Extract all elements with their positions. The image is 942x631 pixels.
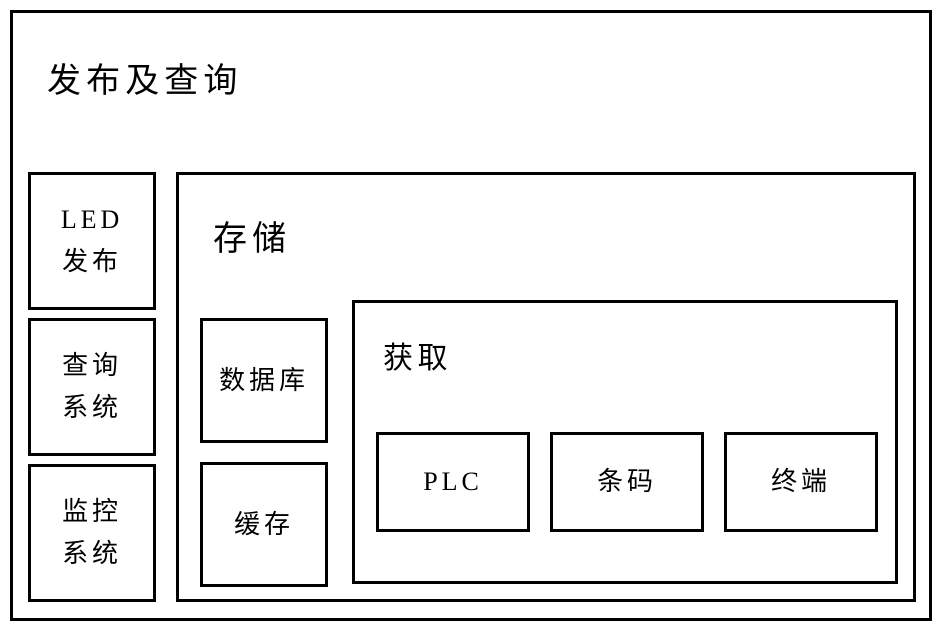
- storage-title: 存储: [213, 211, 291, 260]
- monitor-system-box: 监控系统: [28, 464, 156, 602]
- barcode-box: 条码: [550, 432, 704, 532]
- database-label: 数据库: [203, 321, 325, 440]
- terminal-box: 终端: [724, 432, 878, 532]
- monitor-system-label: 监控系统: [31, 467, 153, 599]
- query-system-label: 查询系统: [31, 321, 153, 453]
- acquire-title: 获取: [383, 333, 452, 377]
- led-publish-label: LED发布: [31, 175, 153, 307]
- plc-label: PLC: [379, 435, 527, 529]
- plc-box: PLC: [376, 432, 530, 532]
- led-publish-box: LED发布: [28, 172, 156, 310]
- database-box: 数据库: [200, 318, 328, 443]
- cache-box: 缓存: [200, 462, 328, 587]
- query-system-box: 查询系统: [28, 318, 156, 456]
- outer-title: 发布及查询: [47, 53, 243, 102]
- terminal-label: 终端: [727, 435, 875, 529]
- barcode-label: 条码: [553, 435, 701, 529]
- cache-label: 缓存: [203, 465, 325, 584]
